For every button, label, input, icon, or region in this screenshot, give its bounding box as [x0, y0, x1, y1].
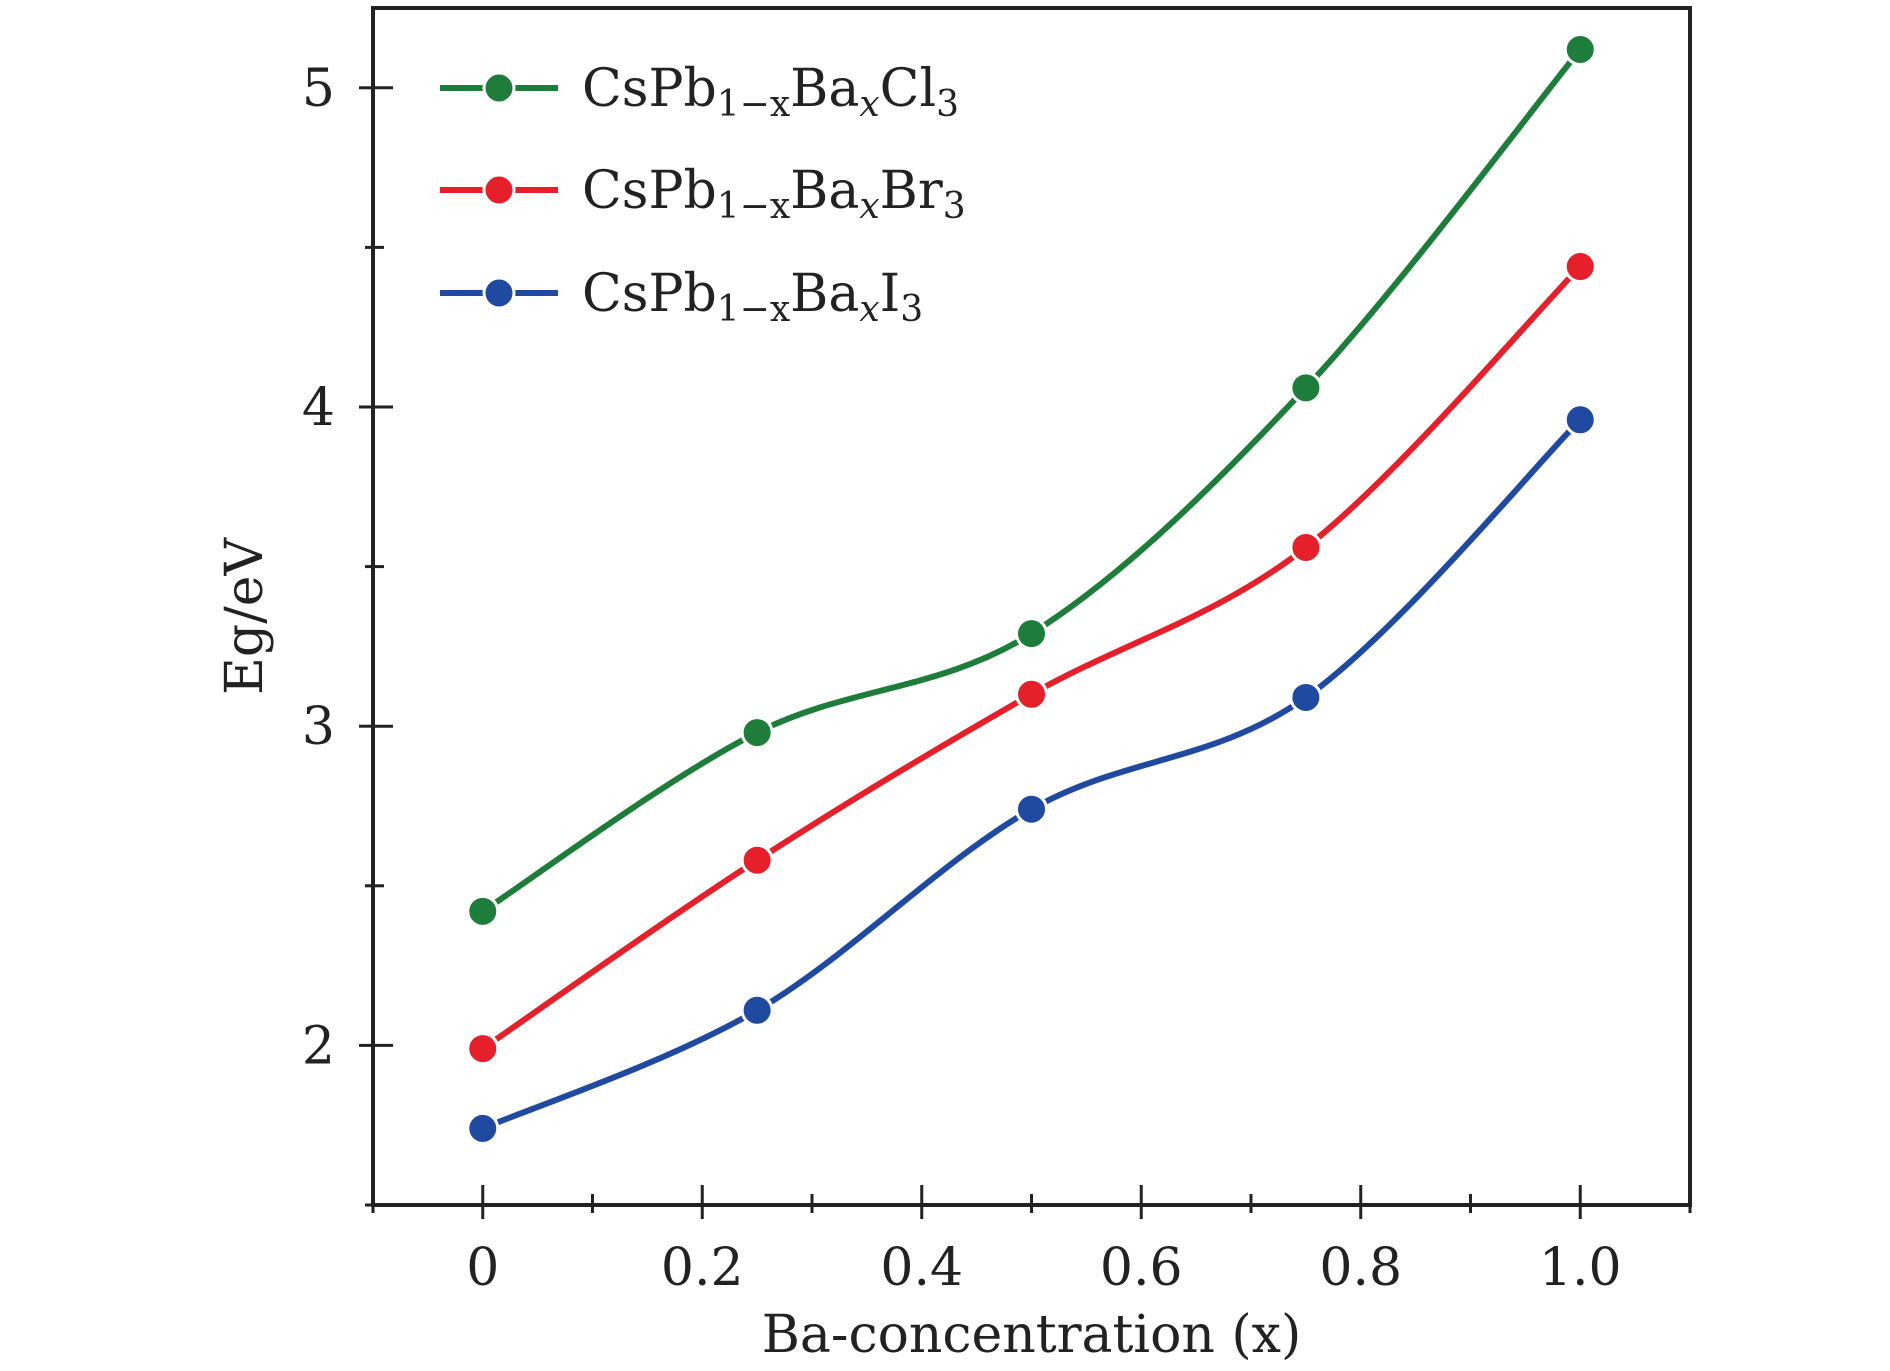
series-line — [481, 264, 1583, 1052]
data-point — [1289, 680, 1323, 714]
x-tick-label: 0.8 — [1319, 1238, 1402, 1298]
legend: CsPb1−xBaxCl3 CsPb1−xBaxBr3 CsPb1−xBaxI3 — [440, 59, 966, 330]
data-point — [1563, 250, 1597, 284]
x-tick-label: 0.2 — [661, 1238, 744, 1298]
series-3 — [466, 403, 1597, 1145]
legend-label: CsPb1−xBaxCl3 — [582, 59, 959, 125]
data-point — [1289, 530, 1323, 564]
data-point — [740, 993, 774, 1027]
series-1 — [466, 32, 1597, 928]
data-point — [740, 716, 774, 750]
legend-item: CsPb1−xBaxI3 — [440, 264, 923, 330]
legend-label: CsPb1−xBaxI3 — [582, 264, 923, 330]
x-tick-label: 0.6 — [1100, 1238, 1183, 1298]
series-2 — [466, 250, 1597, 1066]
y-tick-label: 5 — [302, 59, 335, 119]
legend-item: CsPb1−xBaxCl3 — [440, 59, 959, 125]
data-point — [1563, 32, 1597, 66]
data-point — [466, 1111, 500, 1145]
x-tick-label: 0.4 — [880, 1238, 963, 1298]
y-axis-label: Eg/eV — [215, 537, 275, 696]
data-point — [466, 1032, 500, 1066]
y-tick-label: 2 — [302, 1016, 335, 1076]
series-layer — [466, 32, 1597, 1145]
data-point — [1563, 403, 1597, 437]
data-point — [1015, 792, 1048, 826]
legend-label: CsPb1−xBaxBr3 — [582, 161, 966, 227]
data-point — [740, 843, 774, 877]
legend-item: CsPb1−xBaxBr3 — [440, 161, 966, 227]
y-axis-ticks: 2 3 4 5 — [302, 59, 393, 1207]
legend-marker — [482, 276, 516, 310]
x-axis-ticks: 0 0.2 0.4 0.6 0.8 1.0 — [371, 1185, 1692, 1298]
x-tick-label: 1.0 — [1539, 1238, 1622, 1298]
series-line — [481, 417, 1583, 1132]
data-point — [466, 894, 500, 928]
x-axis-label: Ba-concentration (x) — [762, 1305, 1302, 1365]
legend-marker — [482, 71, 516, 105]
legend-marker — [482, 173, 516, 207]
data-point — [1289, 371, 1323, 405]
plot-frame — [371, 6, 1692, 1207]
y-tick-label: 3 — [302, 697, 335, 757]
y-tick-label: 4 — [302, 378, 335, 438]
data-point — [1015, 617, 1048, 651]
data-point — [1015, 677, 1048, 711]
x-tick-label: 0 — [466, 1238, 499, 1298]
